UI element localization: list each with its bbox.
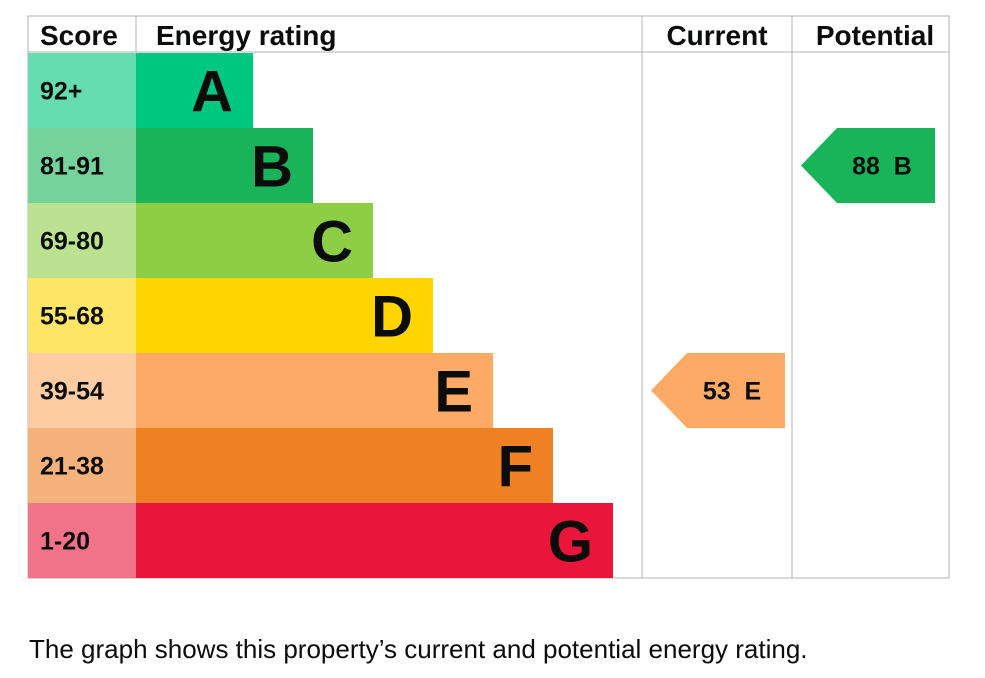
- potential-rating-arrow: [801, 128, 935, 203]
- score-cell-a: [28, 53, 136, 128]
- band-bar-d: [136, 278, 433, 353]
- score-cell-c: [28, 203, 136, 278]
- score-range-c: 69-80: [40, 228, 104, 256]
- score-range-e: 39-54: [40, 378, 104, 406]
- score-range-g: 1-20: [40, 528, 90, 556]
- rating-markers: 53 E 88 B: [651, 128, 935, 428]
- band-bar-c: [136, 203, 373, 278]
- band-bar-b: [136, 128, 313, 203]
- band-letter-d: D: [371, 285, 413, 350]
- chart-caption: The graph shows this property’s current …: [29, 634, 808, 664]
- rating-bands: 92+ A 81-91 B 69-80 C 55-68 D 39-54 E 21-38 F 1-20 G: [28, 53, 613, 578]
- score-cell-d: [28, 278, 136, 353]
- score-header: Score: [40, 20, 118, 51]
- score-range-a: 92+: [40, 78, 82, 106]
- current-header: Current: [666, 20, 767, 51]
- band-bar-f: [136, 428, 553, 503]
- current-rating-label: 53 E: [703, 378, 761, 406]
- band-bar-e: [136, 353, 493, 428]
- score-cell-e: [28, 353, 136, 428]
- potential-rating-label: 88 B: [852, 153, 912, 181]
- potential-header: Potential: [816, 20, 934, 51]
- band-letter-c: C: [311, 210, 353, 275]
- score-range-d: 55-68: [40, 303, 104, 331]
- band-bar-g: [136, 503, 613, 578]
- band-letter-a: A: [191, 60, 233, 125]
- score-range-b: 81-91: [40, 153, 104, 181]
- score-range-f: 21-38: [40, 453, 104, 481]
- energy-rating-header: Energy rating: [156, 20, 336, 51]
- current-rating-arrow: [651, 353, 785, 428]
- band-letter-f: F: [498, 435, 533, 500]
- band-bar-a: [136, 53, 253, 128]
- band-letter-g: G: [548, 510, 593, 575]
- band-letter-b: B: [251, 135, 293, 200]
- score-cell-b: [28, 128, 136, 203]
- score-cell-g: [28, 503, 136, 578]
- band-letter-e: E: [434, 360, 473, 425]
- score-cell-f: [28, 428, 136, 503]
- energy-rating-chart: Score Energy rating Current Potential 92…: [27, 15, 950, 579]
